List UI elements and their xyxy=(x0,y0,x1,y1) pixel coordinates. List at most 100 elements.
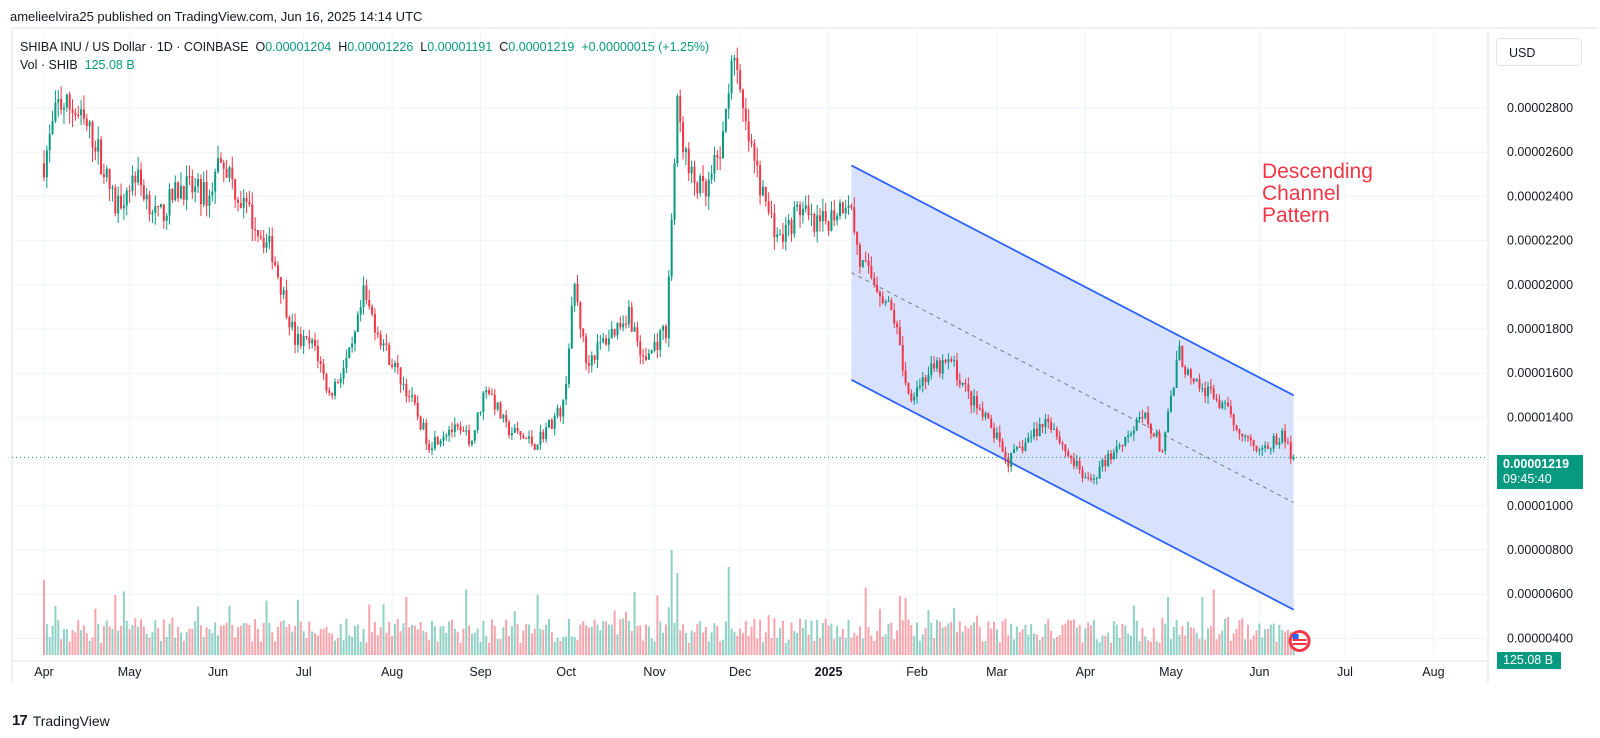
candle-body xyxy=(142,185,145,200)
volume-bar xyxy=(168,623,171,655)
candle-body xyxy=(644,356,647,360)
volume-bar xyxy=(639,625,642,655)
candle-body xyxy=(1218,400,1221,409)
candle-body xyxy=(853,207,856,233)
x-tick-label: May xyxy=(118,665,142,679)
currency-button[interactable]: USD xyxy=(1496,38,1582,66)
candle-body xyxy=(479,412,482,414)
volume-bar xyxy=(716,625,719,655)
pattern-annotation[interactable]: Descending Channel Pattern xyxy=(1262,161,1373,227)
volume-bar xyxy=(813,641,816,655)
candle-body xyxy=(1104,459,1107,467)
candle-body xyxy=(279,277,282,295)
candle-body xyxy=(727,93,730,109)
volume-bar xyxy=(1224,618,1227,655)
x-tick-label: Oct xyxy=(556,665,576,679)
annotation-line: Pattern xyxy=(1262,204,1330,227)
candle-body xyxy=(1035,428,1038,437)
volume-bar xyxy=(239,625,242,655)
volume-bar xyxy=(1001,620,1004,655)
candle-body xyxy=(413,395,416,404)
volume-bar xyxy=(935,619,938,655)
candle-body xyxy=(416,403,419,417)
candle-body xyxy=(878,291,881,297)
volume-bar xyxy=(91,637,94,655)
candle-body xyxy=(813,213,816,232)
volume-bar xyxy=(51,625,54,655)
candle-body xyxy=(402,383,405,385)
volume-bar xyxy=(761,642,764,655)
x-tick-label: Jun xyxy=(208,665,228,679)
candle-body xyxy=(490,393,493,395)
candle-body xyxy=(699,176,702,194)
volume-bar xyxy=(613,610,616,655)
volume-bar xyxy=(607,624,610,655)
candle-body xyxy=(373,314,376,333)
volume-bar xyxy=(508,636,511,655)
candle-body xyxy=(1184,366,1187,375)
volume-bar xyxy=(348,635,351,655)
candle-body xyxy=(759,165,762,196)
tradingview-logo[interactable]: 17 TradingView xyxy=(12,712,110,729)
volume-bar xyxy=(111,628,114,655)
volume-bar xyxy=(739,628,742,655)
volume-bar xyxy=(194,620,197,655)
candle-body xyxy=(1072,458,1075,467)
volume-bar xyxy=(510,626,513,655)
y-tick-label: 0.00000400 xyxy=(1507,631,1573,645)
candle-body xyxy=(45,150,48,178)
volume-bar xyxy=(311,631,314,655)
volume-bar xyxy=(513,611,516,655)
volume-bar xyxy=(530,633,533,655)
candle-body xyxy=(376,332,379,335)
volume-bar xyxy=(1041,636,1044,655)
volume-bar xyxy=(744,621,747,655)
volume-bar xyxy=(382,604,385,655)
candle-body xyxy=(827,221,830,231)
candle-body xyxy=(1252,440,1255,446)
candle-body xyxy=(841,202,844,214)
volume-bar xyxy=(567,618,570,655)
bar-countdown: 09:45:40 xyxy=(1503,472,1552,486)
candle-body xyxy=(65,94,68,108)
candle-body xyxy=(918,385,921,388)
candle-body xyxy=(1118,445,1121,447)
volume-bar xyxy=(1169,639,1172,655)
volume-bar xyxy=(722,639,725,655)
candle-body xyxy=(248,201,251,205)
volume-bar xyxy=(579,624,582,655)
annotation-line: Channel xyxy=(1262,182,1341,205)
volume-bar xyxy=(941,627,944,655)
volume-bar xyxy=(1261,637,1264,655)
candle-body xyxy=(779,234,782,236)
volume-bar xyxy=(197,606,200,655)
volume-bar xyxy=(964,625,967,655)
volume-bar xyxy=(473,632,476,655)
volume-bar xyxy=(836,626,839,655)
volume-bar xyxy=(165,636,168,655)
volume-bar xyxy=(975,615,978,655)
volume-bar xyxy=(622,618,625,655)
channel-upper-line xyxy=(850,164,1295,397)
us-flag-canton xyxy=(1292,634,1299,639)
volume-bar xyxy=(1221,630,1224,655)
candle-body xyxy=(739,70,742,90)
candle-body xyxy=(673,163,676,220)
candle-body xyxy=(662,326,665,331)
candle-body xyxy=(776,234,779,238)
candle-body xyxy=(88,121,91,127)
candle-body xyxy=(328,390,331,393)
candle-body xyxy=(1030,436,1033,438)
candle-body xyxy=(784,224,787,242)
volume-bar xyxy=(870,635,873,655)
candle-body xyxy=(1258,449,1261,451)
volume-bar xyxy=(987,621,990,655)
candle-body xyxy=(958,380,961,385)
volume-bar xyxy=(736,635,739,655)
candle-body xyxy=(793,207,796,234)
candle-body xyxy=(1229,406,1232,415)
candle-body xyxy=(773,213,776,238)
volume-bar xyxy=(704,626,707,655)
candle-body xyxy=(191,176,194,193)
